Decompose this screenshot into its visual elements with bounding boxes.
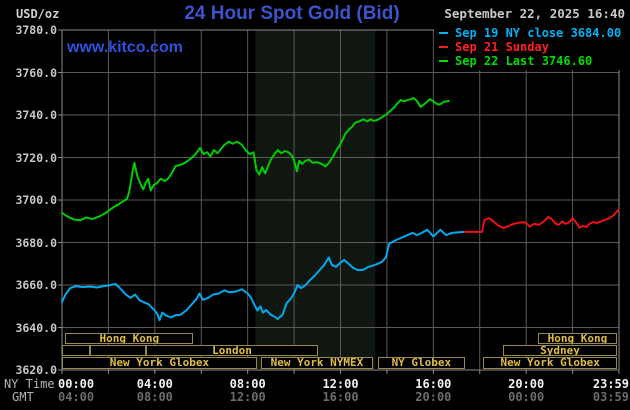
- legend-item: Sep 21 Sunday: [436, 40, 627, 54]
- session-box-sydney: Sydney: [502, 345, 618, 356]
- y-axis-label: 3620.0: [15, 363, 57, 377]
- session-box-new-york-nymex: New York NYMEX: [260, 357, 373, 369]
- series-line-sep-21-sunday: [463, 208, 620, 233]
- legend-label: Sep 22 Last 3746.60: [455, 54, 593, 68]
- series-line-sep-19-ny-close: [61, 228, 466, 322]
- x-axis-label-ny: 00:00: [58, 377, 95, 391]
- ny-time-caption: NY Time: [4, 377, 55, 391]
- x-axis-label-ny: 20:00: [508, 377, 545, 391]
- x-axis-label-gmt: 12:00: [229, 390, 266, 404]
- y-axis-label: 3760.0: [15, 65, 57, 80]
- session-box: [89, 345, 146, 356]
- y-axis-label: 3700.0: [15, 193, 57, 207]
- x-axis-label-gmt: 20:00: [415, 390, 452, 404]
- y-axis-label: 3720.0: [15, 150, 57, 165]
- x-axis-label-ny: 04:00: [136, 377, 173, 391]
- session-box: [62, 345, 90, 356]
- session-box-new-york-globex: New York Globex: [62, 357, 257, 369]
- x-axis-label-ny: 12:00: [322, 377, 359, 391]
- x-axis-label-gmt: 00:00: [508, 390, 545, 404]
- legend-label: Sep 21 Sunday: [455, 40, 549, 54]
- unit-label: USD/oz: [16, 7, 60, 21]
- x-axis-label-ny: 16:00: [415, 377, 452, 391]
- kitco-link[interactable]: www.kitco.com: [67, 39, 183, 56]
- x-axis-label-gmt: 03:59: [592, 390, 629, 404]
- y-axis-label: 3740.0: [15, 108, 57, 122]
- x-axis-label-gmt: 16:00: [322, 390, 359, 404]
- legend-dash-icon: [439, 46, 448, 48]
- session-box-ny-globex: NY Globex: [378, 357, 465, 369]
- session-box-hong-kong: Hong Kong: [65, 333, 194, 344]
- legend-dash-icon: [439, 32, 448, 34]
- session-box-new-york-globex: New York Globex: [483, 357, 618, 369]
- plot-border: [61, 29, 620, 371]
- session-box-london: London: [146, 345, 318, 356]
- page-title: 24 Hour Spot Gold (Bid): [184, 3, 400, 24]
- gmt-caption: GMT: [12, 390, 34, 404]
- datetime-label: September 22, 2025 16:40: [444, 6, 625, 21]
- legend-dash-icon: [439, 60, 448, 62]
- x-axis-label-gmt: 08:00: [136, 390, 173, 404]
- x-axis-label-ny: 23:59: [592, 377, 629, 391]
- y-axis-label: 3640.0: [15, 320, 57, 335]
- x-axis-label-ny: 08:00: [229, 377, 266, 391]
- legend: Sep 19 NY close 3684.00 Sep 21 Sunday Sep …: [434, 25, 627, 70]
- series-line-sep-22-last: [61, 97, 450, 222]
- legend-item: Sep 19 NY close 3684.00: [436, 26, 627, 40]
- y-axis-label: 3660.0: [15, 278, 57, 292]
- legend-item: Sep 22 Last 3746.60: [436, 54, 627, 68]
- y-axis-label: 3680.0: [15, 235, 57, 250]
- legend-label: Sep 19 NY close 3684.00: [455, 26, 622, 40]
- session-box-hong-kong: Hong Kong: [537, 333, 618, 344]
- x-axis-label-gmt: 04:00: [58, 390, 95, 404]
- y-axis-label: 3780.0: [15, 23, 57, 37]
